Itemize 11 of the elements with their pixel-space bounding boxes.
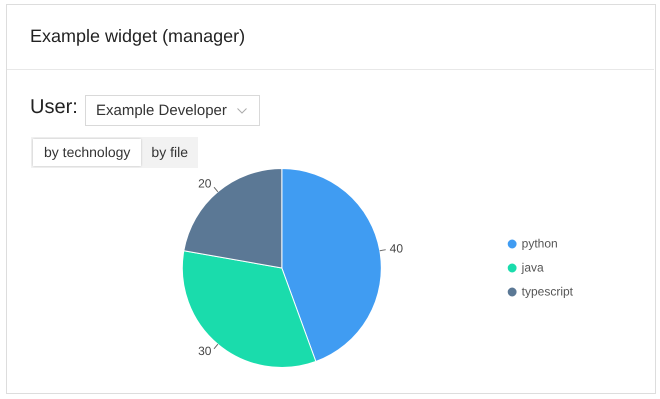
chart-title: Example widget (manager) bbox=[30, 26, 246, 47]
data-label: 20 bbox=[198, 176, 212, 190]
data-label: 30 bbox=[198, 344, 212, 358]
legend-label: java bbox=[520, 260, 544, 274]
text: by file bbox=[150, 143, 189, 162]
text: by technology bbox=[33, 139, 142, 166]
legend-label: python bbox=[522, 236, 558, 250]
legend-label: typescript bbox=[522, 284, 574, 298]
text: Example Developer bbox=[85, 95, 260, 126]
text: User: bbox=[30, 96, 78, 119]
data-label: 40 bbox=[390, 241, 404, 256]
